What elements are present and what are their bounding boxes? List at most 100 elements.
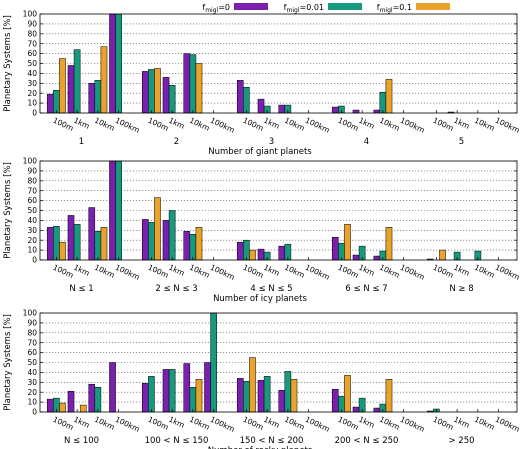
y-tick-label: 40 [27,368,37,377]
bar [331,388,339,413]
x-subcategory-label: 10km [378,263,401,280]
x-subcategory-label: 10km [93,263,116,280]
x-subcategory-label: 1km [357,263,376,278]
y-tick-label: 10 [27,246,37,255]
x-subcategory-label: 1km [452,415,471,430]
y-tick-label: 20 [27,89,37,98]
x-group-label: 4 [364,137,369,147]
x-group-label: 2 [174,137,179,147]
x-subcategory-label: 100m [52,263,75,280]
bar [73,49,81,114]
x-axis-label: Number of icy planets [213,294,307,304]
x-group-label: 1 [79,137,84,147]
bar [195,63,203,114]
bar [284,371,292,413]
bar [189,387,197,413]
x-subcategory-label: 100m [432,415,455,432]
x-group-label: 5 [459,137,464,147]
y-tick-label: 70 [27,186,37,195]
bar [59,402,66,413]
y-tick-label: 90 [27,167,37,176]
bar [162,220,170,261]
x-subcategory-label: 100m [147,263,170,280]
bar [79,404,87,413]
bar [148,222,155,261]
bar [162,369,170,413]
bar [344,224,351,261]
bar [141,71,149,114]
bar [331,236,339,261]
x-subcategory-label: 100km [304,415,331,434]
bar [278,389,286,413]
bar [46,227,54,261]
x-subcategory-label: 1km [72,116,91,131]
legend-swatch-0 [234,3,268,10]
y-tick-label: 100 [23,309,38,318]
y-tick-label: 90 [27,20,37,29]
x-subcategory-label: 100km [304,116,331,135]
y-tick-label: 60 [27,49,37,58]
x-subcategory-label: 100m [432,116,455,133]
legend-swatch-1 [328,3,362,10]
x-subcategory-label: 10km [93,415,116,432]
x-subcategory-label: 100km [399,415,426,434]
x-subcategory-label: 100m [52,415,75,432]
y-tick-label: 40 [27,69,37,78]
bar [88,207,96,261]
bar [100,46,108,114]
x-subcategory-label: 100km [114,116,141,135]
bar [236,378,244,413]
bar [189,54,197,114]
y-tick-label: 50 [27,59,37,68]
bar [439,249,446,261]
bar [195,227,203,261]
bar [94,80,102,114]
bar [249,249,256,261]
bar [148,69,155,114]
bar [154,68,161,114]
x-subcategory-label: 10km [473,263,496,280]
bar [195,379,203,413]
bar [115,160,122,261]
bar [183,363,191,413]
x-subcategory-label: 1km [357,116,376,131]
x-subcategory-label: 1km [72,263,91,278]
x-subcategory-label: 100m [147,415,170,432]
bar [88,384,96,413]
bar [67,65,75,114]
x-subcategory-label: 100m [432,263,455,280]
bar [183,53,191,114]
bar [373,407,381,413]
y-tick-label: 10 [27,398,37,407]
x-group-label: N ≤ 100 [64,436,99,446]
x-subcategory-label: 100km [304,263,331,282]
x-subcategory-label: 100km [494,263,520,282]
bar [59,58,66,114]
x-group-label: 6 ≤ N ≤ 7 [345,284,387,294]
bar [263,376,271,413]
x-subcategory-label: 100m [242,263,265,280]
bar [53,89,60,114]
x-subcategory-label: 100m [337,263,360,280]
x-axis-label: Number of giant planets [208,147,312,157]
x-subcategory-label: 100km [209,116,236,135]
bar [46,93,54,114]
legend-entry-2: fmigl=0.1 [377,3,450,14]
bar [352,109,360,114]
y-tick-label: 30 [27,378,37,387]
bar [148,376,155,413]
bar [168,85,176,114]
y-tick-label: 0 [32,109,37,118]
x-subcategory-label: 100m [337,116,360,133]
x-subcategory-label: 100km [114,263,141,282]
x-subcategory-label: 1km [167,116,186,131]
y-tick-label: 60 [27,196,37,205]
x-group-label: 4 ≤ N ≤ 5 [250,284,292,294]
svg-text:fmigl=0.01: fmigl=0.01 [284,3,324,14]
bar [257,98,265,114]
bar [162,77,170,114]
